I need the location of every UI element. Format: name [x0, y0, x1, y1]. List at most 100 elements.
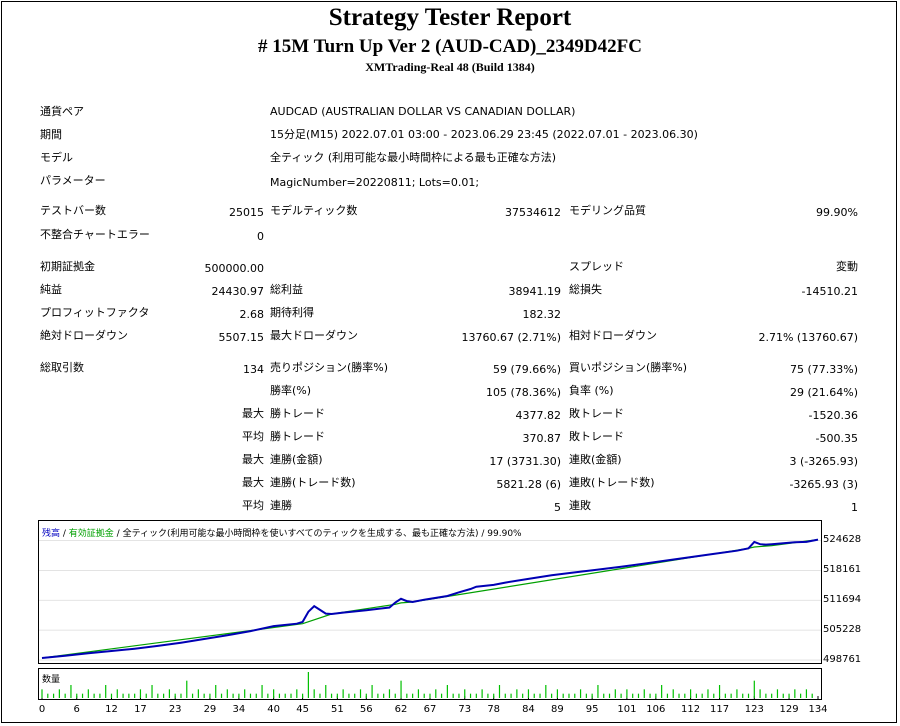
volume-bar [423, 693, 425, 698]
win-value: 105 (78.36%) [485, 386, 561, 399]
volume-label: 数量 [42, 675, 61, 685]
volume-bar [661, 685, 663, 698]
volume-bar [522, 693, 524, 698]
volume-bar [643, 689, 645, 698]
x-tick-label: 0 [38, 704, 46, 715]
volume-bar [255, 693, 257, 698]
volume-bar [174, 693, 176, 698]
volume-bar [469, 693, 472, 698]
cons-wins-amt-value: 17 (3731.30) [489, 455, 561, 468]
short-value: 59 (79.66%) [492, 363, 561, 376]
volume-bar [481, 689, 483, 698]
legend-model: 全ティック(利用可能な最小時間枠を使いすべてのティックを生成する、最も正確な方法… [122, 529, 479, 539]
volume-bar [388, 689, 391, 698]
legend-sep: / [60, 529, 69, 539]
avg-loss-value: -500.35 [815, 432, 858, 445]
volume-bar [498, 685, 501, 698]
x-tick-label: 67 [423, 704, 437, 715]
volume-bar [296, 689, 298, 698]
volume-bar [493, 693, 495, 698]
symbol-label: 通貨ペア [40, 105, 84, 118]
legend-quality: / 99.90% [478, 529, 522, 539]
volume-bar [551, 693, 553, 698]
volume-bar [475, 693, 477, 698]
params-value: MagicNumber=20220811; Lots=0.01; [270, 176, 480, 189]
volume-bar [579, 689, 582, 698]
report-title: Strategy Tester Report [328, 4, 572, 31]
volume-bar [800, 693, 802, 698]
volume-bar [348, 693, 350, 698]
x-tick-label: 29 [203, 704, 217, 715]
volume-bar [273, 689, 275, 698]
x-tick-label: 56 [359, 704, 373, 715]
volume-bar [788, 693, 790, 698]
volume-bar [452, 693, 454, 698]
x-tick-label: 134 [808, 704, 828, 715]
volume-bar [417, 689, 420, 698]
model-label: モデル [40, 151, 73, 164]
avg-cons-loss-value: 1 [851, 501, 858, 514]
volume-bar [197, 689, 199, 698]
volume-bar [267, 693, 269, 698]
rel-dd-value: 2.71% (13760.67) [758, 331, 858, 344]
max-dd-value: 13760.67 (2.71%) [461, 331, 561, 344]
volume-bar [342, 689, 344, 698]
volume-bar [412, 693, 414, 698]
x-tick-label: 17 [134, 704, 147, 715]
volume-bar [776, 689, 779, 698]
y-tick-label: 518161 [823, 564, 862, 576]
main-plot-frame [38, 520, 822, 664]
balance-chart [38, 520, 822, 700]
net-label: 純益 [40, 283, 62, 296]
x-tick-label: 78 [487, 704, 501, 715]
balance-series-line [41, 538, 819, 659]
volume-bar [203, 693, 205, 698]
volume-bar [278, 693, 281, 698]
x-tick-label: 62 [394, 704, 408, 715]
volume-bar [301, 693, 304, 698]
cons-loss-cnt-value: -3265.93 (3) [789, 478, 858, 491]
max-prefix: 最大 [242, 407, 264, 420]
volume-bar [742, 693, 744, 698]
long-label: 買いポジション(勝率%) [569, 361, 688, 374]
volume-bar [400, 680, 402, 698]
volume-bar [464, 689, 466, 698]
avg-prefix: 平均 [242, 499, 264, 512]
cons-loss-cnt-label: 連敗(トレード数) [569, 476, 655, 489]
rel-dd-label: 相対ドローダウン [569, 329, 657, 342]
volume-bar [139, 689, 142, 698]
volume-bar [591, 693, 593, 698]
volume-bar [429, 693, 431, 698]
volume-bar [527, 689, 530, 698]
volume-bar [76, 693, 78, 698]
volume-bar [47, 693, 49, 698]
expected-value: 182.32 [522, 308, 562, 321]
x-tick-label: 84 [522, 704, 535, 715]
volume-bar [585, 693, 587, 698]
spread-value: 変動 [836, 260, 858, 273]
volume-bar [128, 693, 130, 698]
x-tick-label: 45 [296, 704, 309, 715]
volume-bar [134, 693, 136, 698]
x-tick-label: 112 [681, 704, 701, 715]
volume-bar [562, 693, 564, 698]
params-label: パラメーター [40, 174, 106, 187]
volume-bar [701, 693, 703, 698]
largest-win-value: 4377.82 [515, 409, 562, 422]
long-value: 75 (77.33%) [789, 363, 858, 376]
volume-bar [504, 693, 506, 698]
volume-bar [747, 693, 750, 698]
volume-bar [99, 693, 101, 698]
max-prefix: 最大 [242, 476, 264, 489]
largest-loss-value: -1520.36 [808, 409, 858, 422]
volume-bar [70, 685, 72, 698]
volume-bar [290, 693, 292, 698]
pf-value: 2.68 [239, 308, 265, 321]
volume-bar [759, 689, 761, 698]
volume-bar [533, 693, 535, 698]
x-tick-label: 123 [744, 704, 764, 715]
cons-loss-amt-value: 3 (-3265.93) [789, 455, 858, 468]
volume-bar [545, 685, 547, 698]
y-tick-label: 524628 [823, 534, 862, 546]
volume-bar [614, 689, 616, 698]
